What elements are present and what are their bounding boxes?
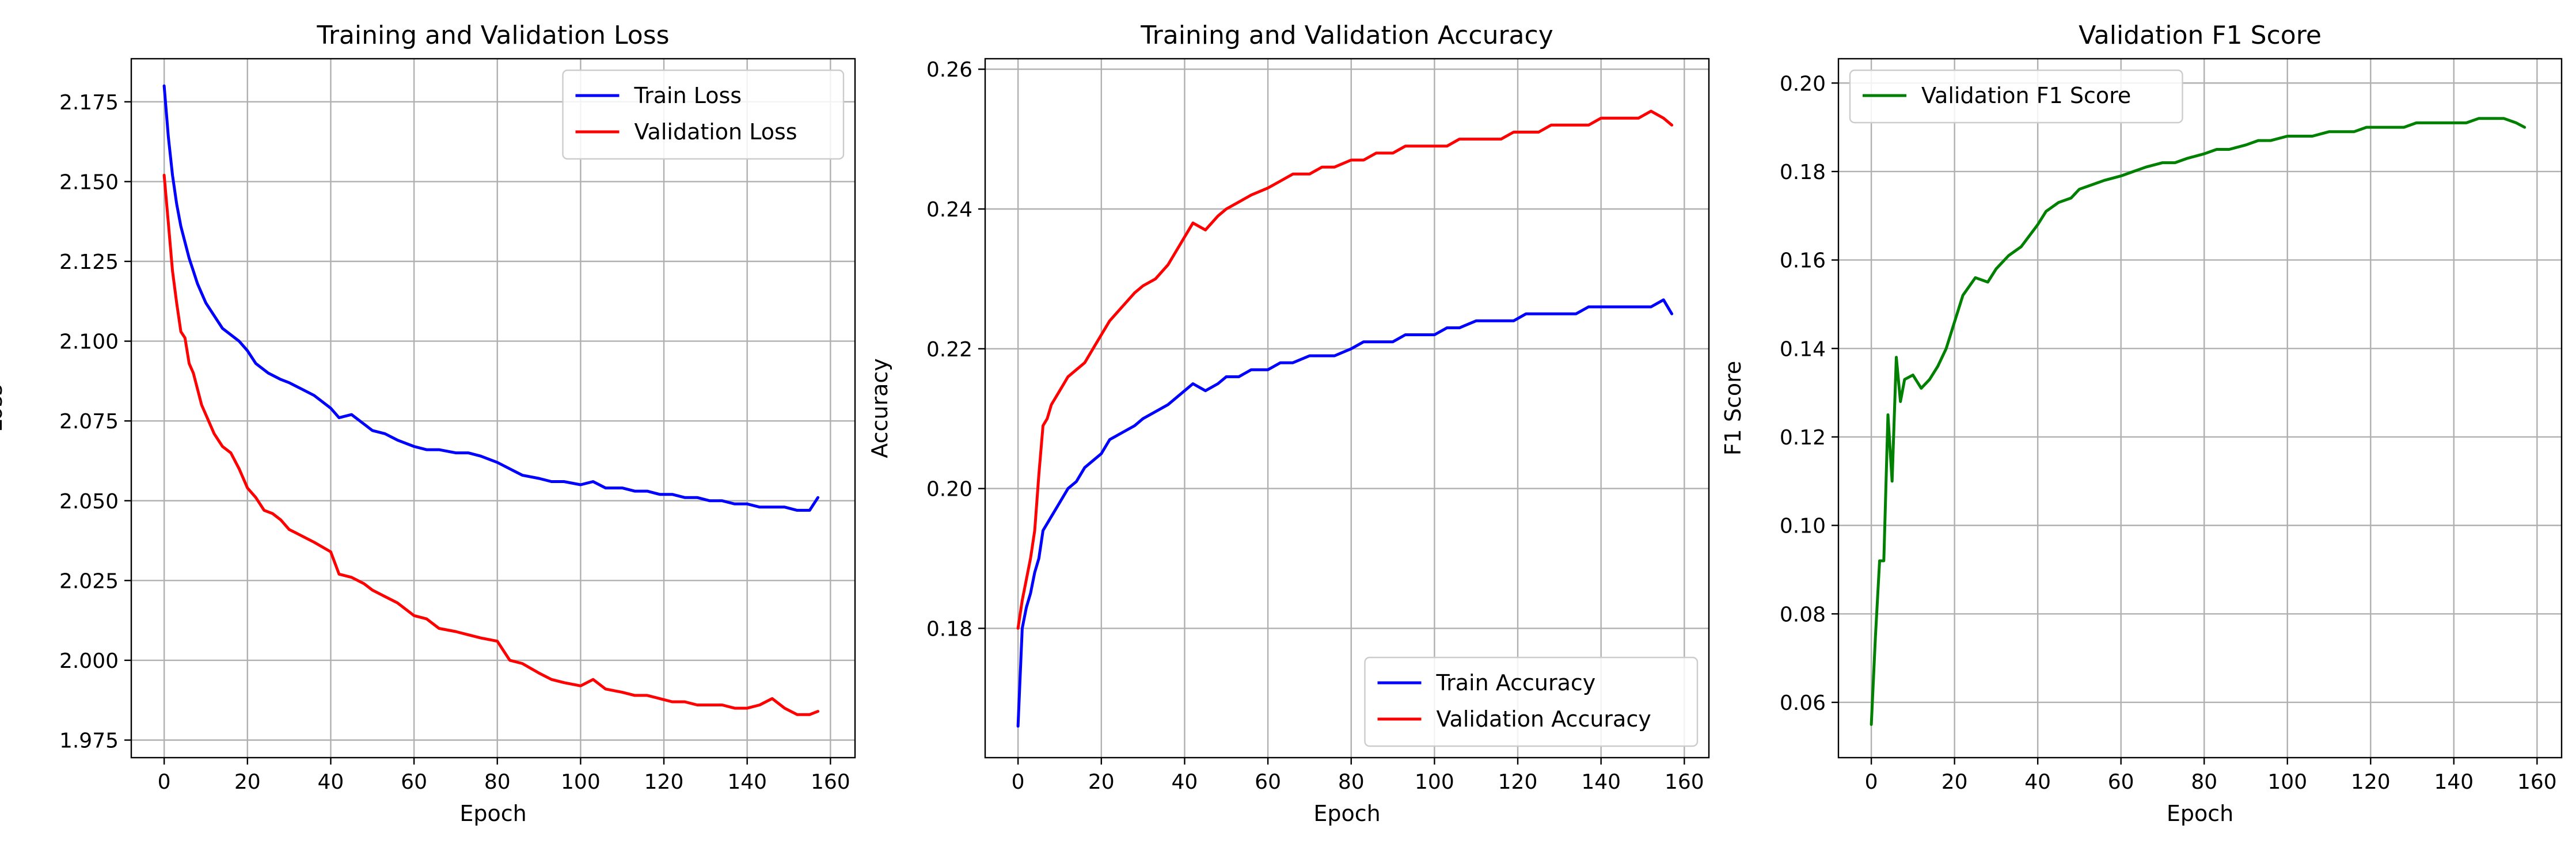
x-tick-label: 0	[158, 770, 171, 794]
legend: Train Loss Validation Loss	[562, 69, 845, 160]
y-tick-label: 2.150	[59, 170, 119, 194]
y-tick-label: 0.26	[926, 58, 972, 82]
x-tick-label: 60	[401, 770, 427, 794]
x-tick-label: 100	[1415, 770, 1454, 794]
legend-label: Validation Loss	[634, 119, 797, 145]
chart-1: 0 20 40 60 80 100 120 140 160 1.975 2.000 2.025 2.05…	[0, 21, 856, 826]
x-tick-label: 80	[484, 770, 511, 794]
x-tick-label: 20	[1942, 770, 1968, 794]
legend: Validation F1 Score	[1849, 69, 2183, 124]
series-line-1	[162, 84, 820, 512]
y-tick-label: 0.20	[1780, 72, 1826, 96]
x-tick-label: 100	[2267, 770, 2307, 794]
x-tick-label: 140	[1581, 770, 1621, 794]
y-tick-label: 1.975	[59, 729, 119, 753]
y-tick-label: 0.16	[1780, 249, 1826, 273]
x-axis-label: Epoch	[1313, 801, 1380, 826]
y-tick-label: 0.10	[1780, 515, 1826, 538]
x-tick-label: 160	[1665, 770, 1704, 794]
x-tick-label: 20	[1088, 770, 1115, 794]
chart-title: Training and Validation Loss	[316, 21, 669, 50]
legend: Train Accuracy Validation Accuracy	[1364, 656, 1699, 747]
y-axis-label: Accuracy	[867, 358, 892, 458]
y-tick-label: 2.075	[59, 410, 119, 434]
x-tick-label: 120	[1498, 770, 1538, 794]
x-tick-label: 80	[2191, 770, 2217, 794]
legend-label: Validation F1 Score	[1921, 83, 2131, 108]
y-tick-label: 2.050	[59, 490, 119, 514]
legend-label: Validation Accuracy	[1437, 706, 1651, 732]
x-tick-label: 40	[318, 770, 344, 794]
axes-frame	[984, 58, 1710, 759]
x-tick-label: 40	[1172, 770, 1198, 794]
x-tick-label: 60	[2108, 770, 2134, 794]
legend-frame	[562, 69, 845, 160]
x-tick-label: 0	[1865, 770, 1878, 794]
series-line-2	[1016, 109, 1674, 630]
y-axis-label: Loss	[0, 384, 7, 432]
y-tick-label: 2.175	[59, 91, 119, 115]
legend-frame	[1364, 656, 1699, 747]
legend-frame	[1849, 69, 2183, 124]
y-tick-label: 0.18	[1780, 161, 1826, 184]
x-axis-label: Epoch	[459, 801, 526, 826]
x-tick-label: 20	[234, 770, 261, 794]
y-tick-label: 2.000	[59, 649, 119, 673]
axes-frame	[130, 58, 856, 759]
y-tick-label: 2.125	[59, 250, 119, 274]
y-tick-label: 0.12	[1780, 426, 1826, 450]
chart-title: Validation F1 Score	[2079, 21, 2322, 50]
x-tick-label: 0	[1012, 770, 1025, 794]
x-tick-label: 80	[1338, 770, 1365, 794]
chart-2: 0 20 40 60 80 100 120 140 160 0.18 0.20 0.22 0.24 0.2…	[867, 21, 1710, 826]
y-tick-label: 0.14	[1780, 337, 1826, 361]
y-axis-label: F1 Score	[1720, 361, 1746, 456]
y-tick-label: 2.025	[59, 569, 119, 593]
series-line-2	[162, 173, 820, 716]
x-tick-label: 140	[2434, 770, 2474, 794]
y-tick-label: 0.24	[926, 198, 972, 222]
y-tick-label: 0.20	[926, 478, 972, 501]
x-tick-label: 40	[2024, 770, 2051, 794]
x-tick-label: 120	[2351, 770, 2391, 794]
chart-title: Training and Validation Accuracy	[1140, 21, 1553, 50]
series-line-1	[1870, 117, 2526, 726]
x-tick-label: 60	[1255, 770, 1281, 794]
x-axis-label: Epoch	[2167, 801, 2233, 826]
legend-label: Train Loss	[634, 83, 742, 108]
x-tick-label: 100	[561, 770, 601, 794]
legend-label: Train Accuracy	[1436, 670, 1596, 695]
x-tick-label: 160	[811, 770, 850, 794]
y-tick-label: 0.22	[926, 338, 972, 362]
x-tick-label: 140	[727, 770, 767, 794]
x-tick-label: 120	[644, 770, 684, 794]
series-line-1	[1016, 298, 1674, 728]
y-tick-label: 0.08	[1780, 603, 1826, 626]
axes-frame	[1837, 58, 2563, 759]
y-tick-label: 0.18	[926, 617, 972, 641]
x-tick-label: 160	[2517, 770, 2557, 794]
y-tick-label: 0.06	[1780, 691, 1826, 715]
y-tick-label: 2.100	[59, 330, 119, 354]
chart-3: 0 20 40 60 80 100 120 140 160 0.06 0.08 0.10 0.12 0.1…	[1720, 21, 2563, 826]
